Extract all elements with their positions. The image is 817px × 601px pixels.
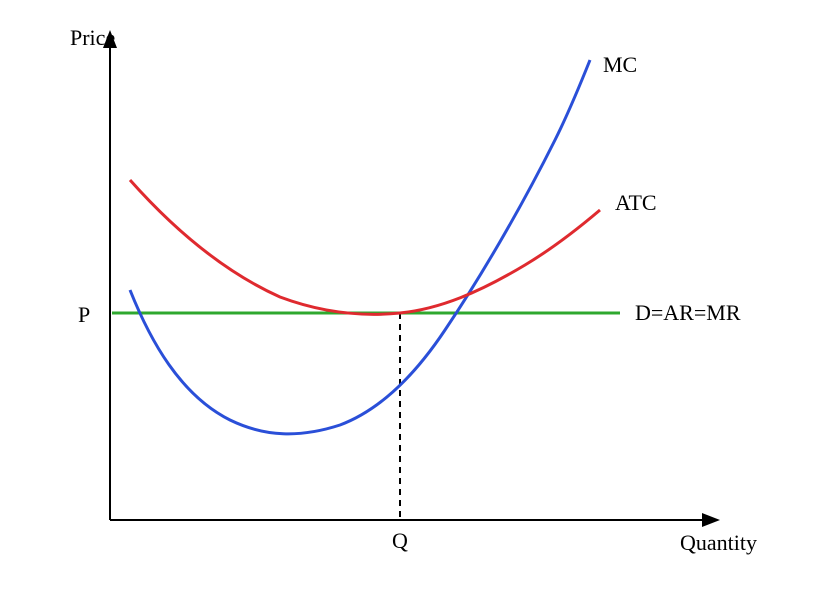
demand-label: D=AR=MR bbox=[635, 300, 741, 325]
q-marker-label: Q bbox=[392, 528, 408, 553]
economics-chart: Price Quantity MC ATC D=AR=MR P Q bbox=[0, 0, 817, 601]
atc-label: ATC bbox=[615, 190, 657, 215]
mc-label: MC bbox=[603, 52, 637, 77]
p-marker-label: P bbox=[78, 302, 90, 327]
atc-curve bbox=[130, 180, 600, 314]
chart-svg: Price Quantity MC ATC D=AR=MR P Q bbox=[0, 0, 817, 601]
axes bbox=[103, 30, 720, 527]
x-axis-label: Quantity bbox=[680, 530, 757, 555]
y-axis-label: Price bbox=[70, 25, 115, 50]
x-axis-arrow bbox=[702, 513, 720, 527]
